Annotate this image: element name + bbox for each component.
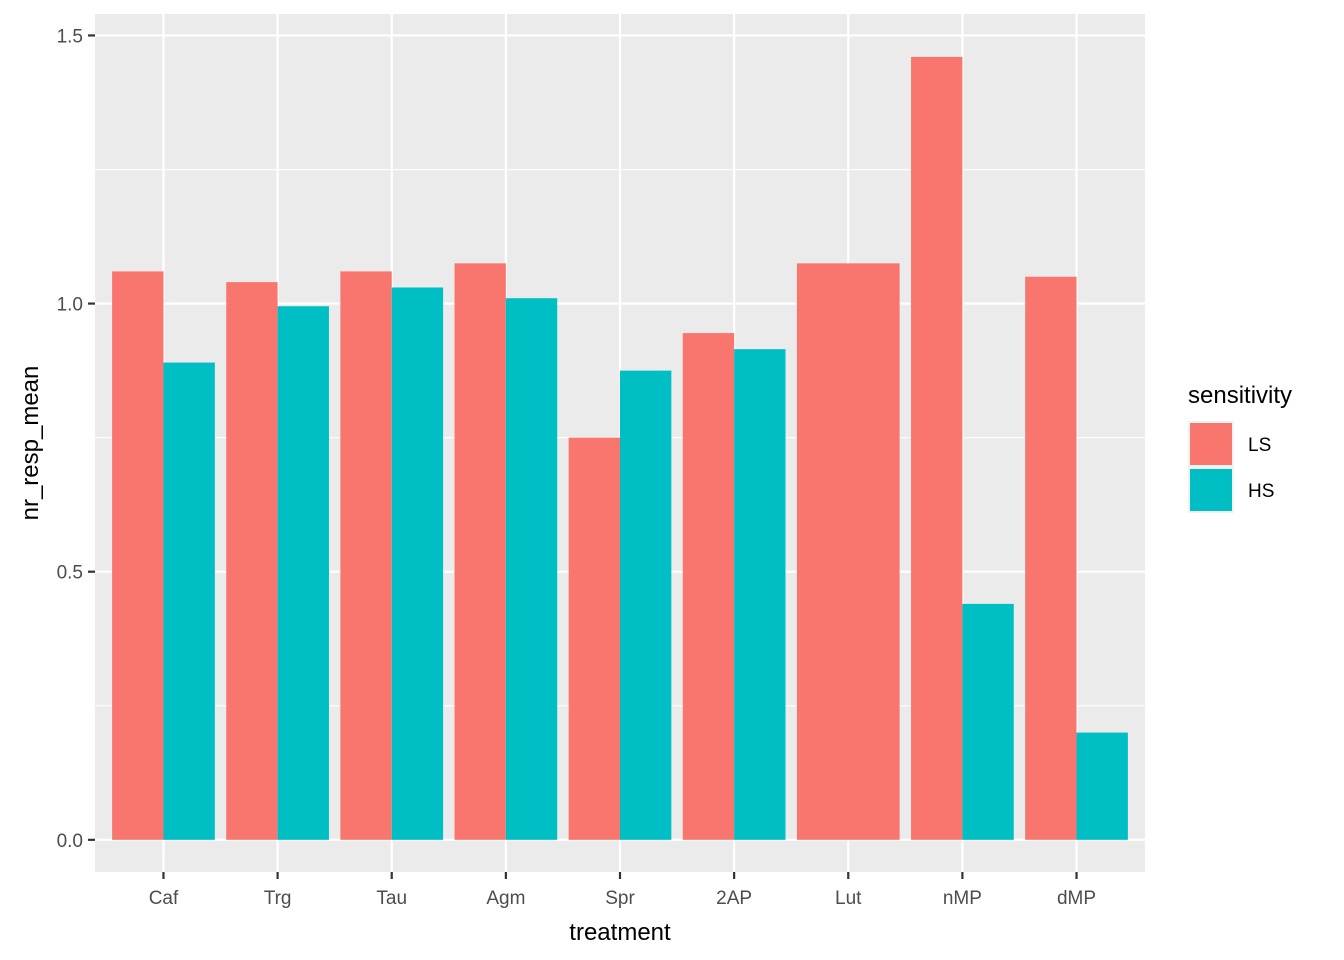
bar-ls-tau xyxy=(340,271,392,840)
legend-label-ls: LS xyxy=(1248,435,1271,456)
x-tick-label: Tau xyxy=(376,888,407,909)
bar-ls-lut xyxy=(796,263,900,840)
x-tick-label: Caf xyxy=(149,888,179,909)
bar-ls-spr xyxy=(568,437,620,840)
x-axis-title: treatment xyxy=(569,919,671,946)
bar-ls-caf xyxy=(112,271,164,840)
x-tick-label: Lut xyxy=(835,888,862,909)
x-axis: Caf Trg Tau Agm Spr 2AP Lut nMP dMP xyxy=(149,872,1096,909)
legend-swatch-ls xyxy=(1190,423,1232,465)
y-axis-title: nr_resp_mean xyxy=(17,366,44,521)
bar-hs-nmp xyxy=(962,603,1014,840)
x-tick-label: Agm xyxy=(486,888,525,909)
bar-hs-dmp xyxy=(1076,732,1128,840)
y-tick-label: 1.5 xyxy=(57,26,83,47)
x-tick-label: dMP xyxy=(1057,888,1096,909)
bars xyxy=(112,56,1128,840)
bar-hs-agm xyxy=(505,298,558,840)
x-tick-label: Spr xyxy=(605,888,635,909)
x-tick-label: nMP xyxy=(943,888,982,909)
bar-ls-dmp xyxy=(1025,276,1077,840)
legend-title: sensitivity xyxy=(1188,382,1292,409)
bar-hs-caf xyxy=(163,362,215,840)
bar-hs-2ap xyxy=(734,349,786,840)
legend-swatch-hs xyxy=(1190,469,1232,511)
bar-hs-tau xyxy=(391,287,444,840)
y-tick-label: 0.5 xyxy=(57,563,83,584)
bar-ls-trg xyxy=(226,282,278,840)
bar-hs-spr xyxy=(620,370,672,840)
legend: sensitivity LS HS xyxy=(1188,382,1292,513)
y-tick-label: 0.0 xyxy=(57,831,83,852)
x-tick-label: Trg xyxy=(264,888,292,909)
y-tick-label: 1.0 xyxy=(57,295,83,316)
bar-ls-agm xyxy=(454,263,506,840)
legend-label-hs: HS xyxy=(1248,481,1274,502)
x-tick-label: 2AP xyxy=(716,888,752,909)
bar-ls-2ap xyxy=(682,333,735,840)
bar-ls-nmp xyxy=(911,56,963,840)
bar-hs-trg xyxy=(277,306,329,840)
y-axis: 0.0 0.5 1.0 1.5 xyxy=(57,26,95,852)
